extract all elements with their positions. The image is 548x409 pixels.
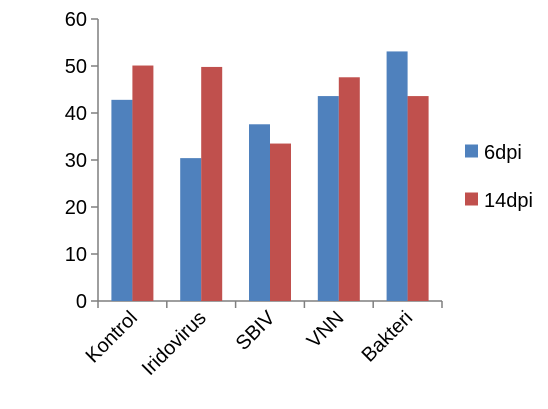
bar-6dpi-Kontrol <box>111 99 133 301</box>
bar-6dpi-Bakteri <box>386 51 408 302</box>
x-category-label: VNN <box>303 307 348 352</box>
legend-swatch-6dpi <box>465 144 478 158</box>
legend-label-14dpi: 14dpi <box>484 190 533 212</box>
bar-14dpi-Kontrol <box>132 65 154 301</box>
bar-6dpi-SBIV <box>249 124 270 301</box>
bar-14dpi-Iridovirus <box>201 66 223 301</box>
y-tick-label: 10 <box>65 244 87 266</box>
y-tick-label: 50 <box>65 56 87 78</box>
x-category-label: Iridovirus <box>138 307 211 380</box>
y-tick-label: 60 <box>65 9 87 31</box>
x-category-label: Bakteri <box>358 307 418 367</box>
legend-swatch-14dpi <box>465 192 478 206</box>
x-category-label: SBIV <box>232 307 280 355</box>
bars-layer <box>111 51 429 302</box>
bar-6dpi-Iridovirus <box>180 158 202 301</box>
legend: 6dpi 14dpi <box>465 142 533 212</box>
x-category-label: Kontrol <box>82 307 142 367</box>
axes-layer <box>91 18 443 308</box>
y-tick-labels: 0 10 20 30 40 50 60 <box>65 9 87 313</box>
y-tick-label: 0 <box>76 291 87 313</box>
y-tick-label: 20 <box>65 197 87 219</box>
bar-14dpi-Bakteri <box>407 96 429 301</box>
legend-label-6dpi: 6dpi <box>484 142 522 164</box>
bar-14dpi-SBIV <box>270 143 291 301</box>
bar-14dpi-VNN <box>338 77 360 301</box>
y-tick-label: 30 <box>65 150 87 172</box>
bar-6dpi-VNN <box>317 96 339 301</box>
y-tick-label: 40 <box>65 103 87 125</box>
